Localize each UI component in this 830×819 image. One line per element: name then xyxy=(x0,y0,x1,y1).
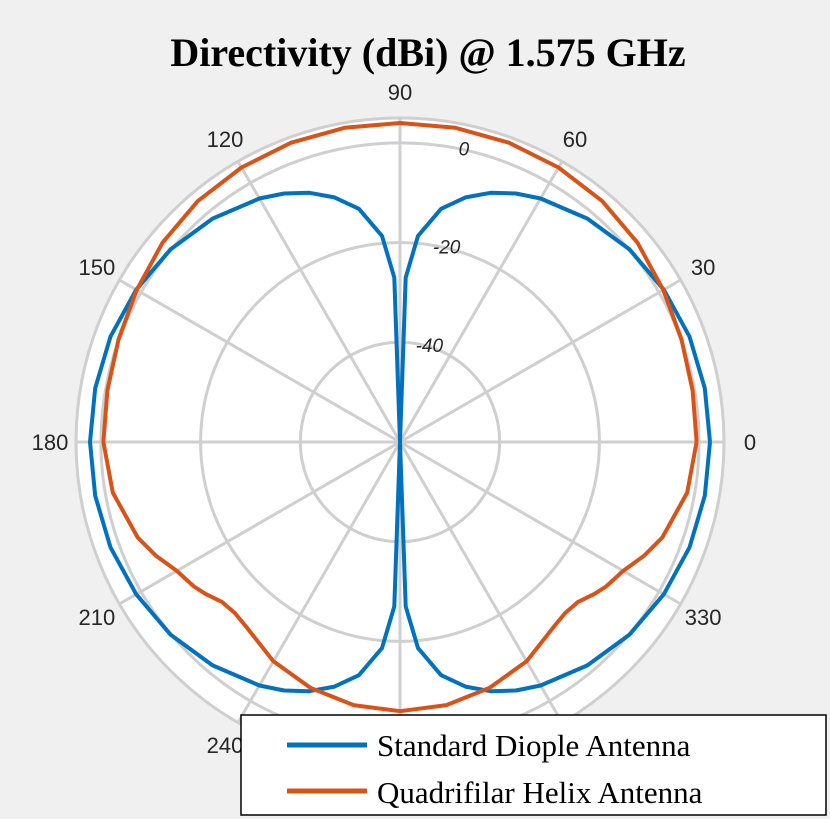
spoke-330 xyxy=(399,440,682,606)
series-line-0 xyxy=(88,190,712,694)
angle-label-0: 0 xyxy=(744,430,756,455)
series-line-1 xyxy=(101,121,699,714)
legend-box xyxy=(240,714,827,816)
spoke-120 xyxy=(236,160,402,443)
r-label-0: 0 xyxy=(459,139,470,160)
r-label--40: -40 xyxy=(416,336,444,357)
legend-label-dipole: Standard Diople Antenna xyxy=(377,728,691,763)
radial-tick-labels: -40 -20 0 xyxy=(416,139,470,356)
angle-label-210: 210 xyxy=(79,605,116,630)
chart-title: Directivity (dBi) @ 1.575 GHz xyxy=(170,30,685,75)
spoke-240 xyxy=(236,441,402,724)
series-lines xyxy=(88,121,712,714)
spoke-60 xyxy=(398,160,564,443)
spoke-150 xyxy=(118,278,401,444)
spoke-300 xyxy=(398,441,564,724)
spoke-30 xyxy=(399,278,682,444)
angle-label-150: 150 xyxy=(79,255,116,280)
angle-label-180: 180 xyxy=(32,430,69,455)
r-label--20: -20 xyxy=(433,238,461,259)
angle-label-120: 120 xyxy=(207,127,244,152)
spoke-210 xyxy=(118,440,401,606)
ring--20 xyxy=(199,241,601,643)
angle-label-60: 60 xyxy=(563,127,587,152)
legend-label-helix: Quadrifilar Helix Antenna xyxy=(377,775,703,810)
angle-label-240: 240 xyxy=(207,733,244,758)
angle-tick-labels: 0 30 60 90 120 150 180 210 240 330 xyxy=(32,80,756,758)
angle-label-90: 90 xyxy=(388,80,412,105)
ring--40 xyxy=(298,340,502,544)
angle-label-330: 330 xyxy=(685,605,722,630)
legend[interactable]: Standard Diople Antenna Quadrifilar Heli… xyxy=(240,714,827,816)
angle-label-30: 30 xyxy=(691,255,715,280)
